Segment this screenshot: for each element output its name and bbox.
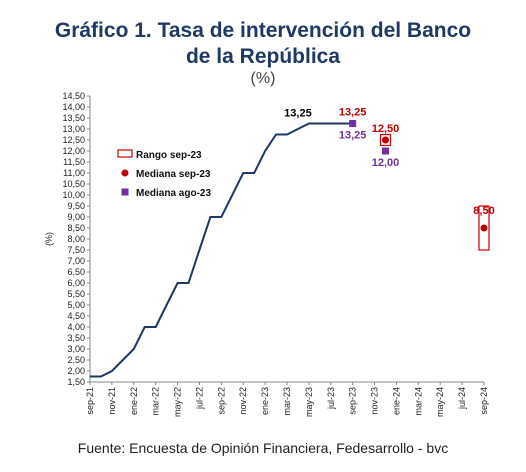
legend-marker-median-ago xyxy=(121,188,129,196)
x-tick-label: sep-24 xyxy=(479,387,489,415)
y-tick-label: 9,00 xyxy=(67,212,85,222)
median-sep-23-point xyxy=(382,136,389,144)
y-tick-label: 3,00 xyxy=(67,344,85,354)
y-tick-label: 4,00 xyxy=(67,322,85,332)
legend-marker-median-sep xyxy=(121,169,129,177)
chart-unit: (%) xyxy=(250,70,276,87)
x-tick-label: mar-22 xyxy=(151,387,161,416)
x-tick-label: nov-23 xyxy=(370,387,380,415)
y-tick-label: 8,50 xyxy=(67,223,85,233)
y-tick-label: 5,00 xyxy=(67,300,85,310)
data-label: 8,50 xyxy=(473,205,494,217)
legend-label: Mediana ago-23 xyxy=(136,188,211,199)
chart-title-line2: de la República xyxy=(185,45,341,68)
x-tick-label: jul-23 xyxy=(326,387,336,410)
x-tick-label: mar-23 xyxy=(282,387,292,416)
x-tick-label: nov-21 xyxy=(107,387,117,415)
y-tick-label: 7,00 xyxy=(67,256,85,266)
y-tick-label: 10,00 xyxy=(62,190,85,200)
y-tick-label: 8,00 xyxy=(67,234,85,244)
x-tick-label: sep-21 xyxy=(85,387,95,415)
chart-source: Fuente: Encuesta de Opinión Financiera, … xyxy=(77,440,449,456)
y-tick-label: 6,00 xyxy=(67,278,85,288)
y-tick-label: 1,50 xyxy=(67,377,85,387)
x-tick-label: mar-24 xyxy=(413,387,423,416)
y-tick-label: 13,50 xyxy=(62,113,85,123)
data-label: 13,25 xyxy=(339,107,367,119)
y-tick-label: 11,50 xyxy=(63,157,85,167)
series-line-tasa xyxy=(90,122,353,378)
y-tick-label: 3,50 xyxy=(67,333,85,343)
y-tick-label: 5,50 xyxy=(67,289,85,299)
range-box-sep-23 xyxy=(478,205,490,251)
legend-label: Rango sep-23 xyxy=(136,150,202,161)
range-box-sep-23 xyxy=(379,133,392,147)
y-tick-label: 13,00 xyxy=(62,124,85,134)
x-tick-label: sep-22 xyxy=(216,387,226,415)
y-tick-label: 6,50 xyxy=(67,267,85,277)
y-tick-label: 12,00 xyxy=(62,146,85,156)
y-tick-label: 10,50 xyxy=(62,179,85,189)
x-tick-label: jul-22 xyxy=(194,387,204,410)
legend-label: Mediana sep-23 xyxy=(136,169,211,180)
data-label: 12,00 xyxy=(372,157,400,169)
x-tick-label: may-22 xyxy=(173,387,183,417)
x-tick-label: may-24 xyxy=(435,387,445,417)
x-tick-label: sep-23 xyxy=(348,387,358,415)
y-tick-label: 14,50 xyxy=(62,91,85,101)
y-tick-label: 11,00 xyxy=(63,168,85,178)
y-tick-label: 12,50 xyxy=(62,135,85,145)
y-axis-label: (%) xyxy=(44,232,54,246)
data-label: 12,50 xyxy=(372,123,400,135)
legend-marker-range xyxy=(117,149,133,158)
median-ago-23-point xyxy=(349,120,357,127)
x-tick-label: nov-22 xyxy=(238,387,248,415)
median-sep-23-point xyxy=(480,224,488,232)
x-tick-label: ene-22 xyxy=(129,387,139,415)
x-tick-label: may-23 xyxy=(304,387,314,417)
y-tick-label: 7,50 xyxy=(67,245,85,255)
y-tick-label: 9,50 xyxy=(67,201,85,211)
median-ago-23-point xyxy=(382,147,389,155)
data-label: 13,25 xyxy=(284,108,312,120)
y-tick-label: 2,00 xyxy=(67,366,85,376)
x-tick-label: ene-23 xyxy=(260,387,270,415)
x-tick-label: jul-24 xyxy=(457,387,467,410)
chart-title-line1: Gráfico 1. Tasa de intervención del Banc… xyxy=(54,19,472,42)
y-tick-label: 2,50 xyxy=(67,355,85,365)
data-label: 13,25 xyxy=(339,130,367,142)
x-tick-label: ene-24 xyxy=(391,387,401,415)
y-tick-label: 14,00 xyxy=(62,102,85,112)
y-tick-label: 4,50 xyxy=(67,311,85,321)
